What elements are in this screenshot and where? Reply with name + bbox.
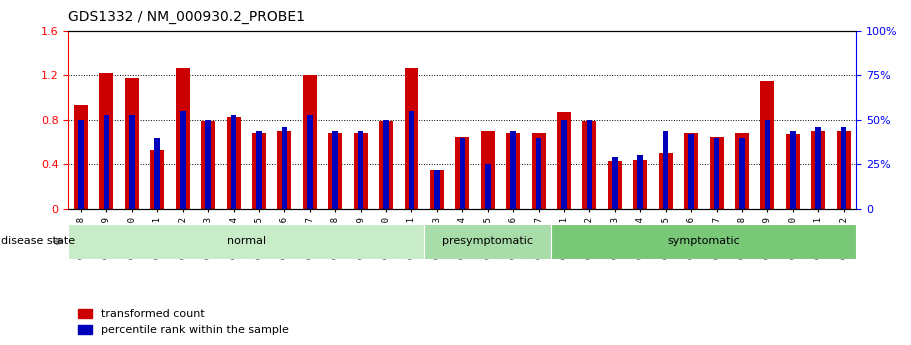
Bar xyxy=(557,112,571,209)
Legend: transformed count, percentile rank within the sample: transformed count, percentile rank withi… xyxy=(74,304,292,339)
Bar xyxy=(430,170,444,209)
Bar xyxy=(227,117,241,209)
Bar xyxy=(328,133,343,209)
Bar xyxy=(176,68,189,209)
Bar xyxy=(507,133,520,209)
Bar xyxy=(561,120,567,209)
Bar xyxy=(409,111,415,209)
Bar xyxy=(459,138,466,209)
Bar xyxy=(353,133,368,209)
Bar xyxy=(582,121,597,209)
Bar xyxy=(379,121,393,209)
Bar xyxy=(205,120,211,209)
Bar xyxy=(201,121,215,209)
Bar xyxy=(764,120,770,209)
Bar xyxy=(710,137,723,209)
Bar xyxy=(735,133,749,209)
Text: GDS1332 / NM_000930.2_PROBE1: GDS1332 / NM_000930.2_PROBE1 xyxy=(68,10,305,24)
Bar xyxy=(481,131,495,209)
Bar xyxy=(713,138,720,209)
Bar xyxy=(761,81,774,209)
Bar xyxy=(125,78,138,209)
Text: normal: normal xyxy=(227,237,266,246)
Bar xyxy=(129,115,135,209)
Text: presymptomatic: presymptomatic xyxy=(442,237,533,246)
Bar xyxy=(815,127,821,209)
Bar xyxy=(689,134,694,209)
Bar xyxy=(684,133,698,209)
Bar xyxy=(608,161,622,209)
Bar xyxy=(78,120,84,209)
Bar xyxy=(536,138,541,209)
Bar xyxy=(358,130,363,209)
Bar xyxy=(551,224,856,259)
Bar xyxy=(333,130,338,209)
Bar xyxy=(68,224,425,259)
Bar xyxy=(485,164,490,209)
Bar xyxy=(790,130,795,209)
Bar xyxy=(786,134,800,209)
Bar xyxy=(150,150,164,209)
Bar xyxy=(510,130,516,209)
Bar xyxy=(99,73,114,209)
Bar xyxy=(811,131,825,209)
Bar xyxy=(659,153,672,209)
Text: symptomatic: symptomatic xyxy=(668,237,741,246)
Text: disease state: disease state xyxy=(1,237,75,246)
Bar xyxy=(302,76,317,209)
Bar xyxy=(384,120,389,209)
Bar xyxy=(230,115,236,209)
Bar xyxy=(841,127,846,209)
Bar xyxy=(612,157,618,209)
Bar xyxy=(155,138,160,209)
Bar xyxy=(435,170,440,209)
Bar xyxy=(663,130,669,209)
Bar xyxy=(74,106,88,209)
Bar xyxy=(425,224,551,259)
Bar xyxy=(404,68,418,209)
Bar xyxy=(456,137,469,209)
Bar xyxy=(179,111,186,209)
Bar xyxy=(532,133,546,209)
Bar xyxy=(278,131,292,209)
Bar xyxy=(281,127,287,209)
Bar xyxy=(633,160,647,209)
Bar xyxy=(587,120,592,209)
Bar xyxy=(104,115,109,209)
Bar xyxy=(836,131,851,209)
Bar xyxy=(252,133,266,209)
Bar xyxy=(256,130,261,209)
Bar xyxy=(638,155,643,209)
Bar xyxy=(307,115,312,209)
Bar xyxy=(739,138,745,209)
